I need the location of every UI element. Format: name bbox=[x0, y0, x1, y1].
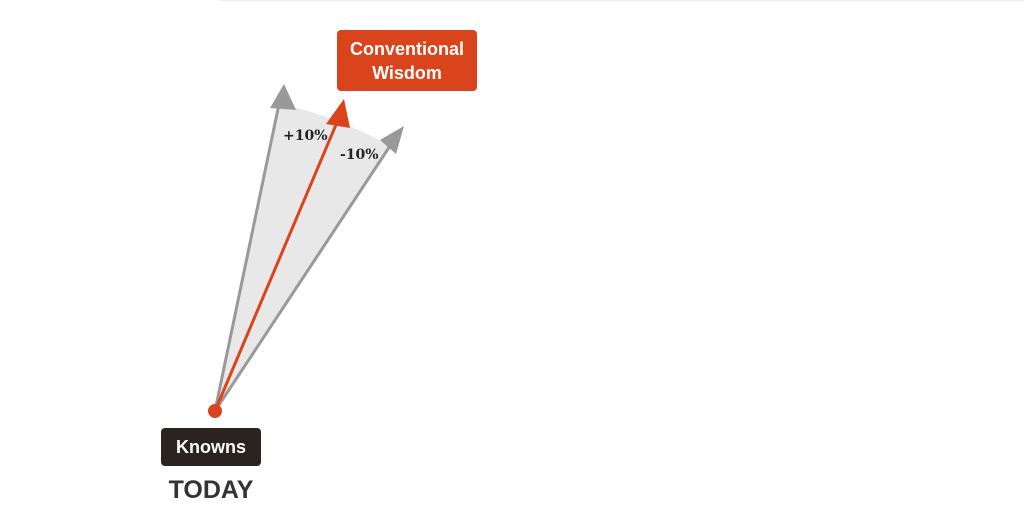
knowns-label: Knowns bbox=[161, 428, 261, 466]
minus-10-arrow-line bbox=[213, 145, 392, 412]
plus-10-arrowhead-icon bbox=[270, 84, 296, 110]
conventional-wisdom-label: Conventional Wisdom bbox=[337, 30, 477, 91]
plus-10-arrow-line bbox=[213, 103, 281, 412]
today-label: TODAY bbox=[168, 476, 254, 504]
minus-10-label: -10% bbox=[340, 147, 379, 163]
plus-10-label: +10% bbox=[283, 128, 328, 144]
conventional-wisdom-arrowhead-icon bbox=[326, 99, 350, 128]
conventional-wisdom-arrow-line bbox=[213, 119, 340, 412]
minus-10-arrowhead-icon bbox=[380, 126, 404, 154]
top-divider bbox=[220, 0, 1024, 1]
conventional-wisdom-line2: Wisdom bbox=[372, 62, 442, 83]
uncertainty-fan bbox=[215, 104, 390, 411]
origin-dot bbox=[208, 404, 222, 418]
conventional-wisdom-line1: Conventional bbox=[349, 38, 464, 59]
